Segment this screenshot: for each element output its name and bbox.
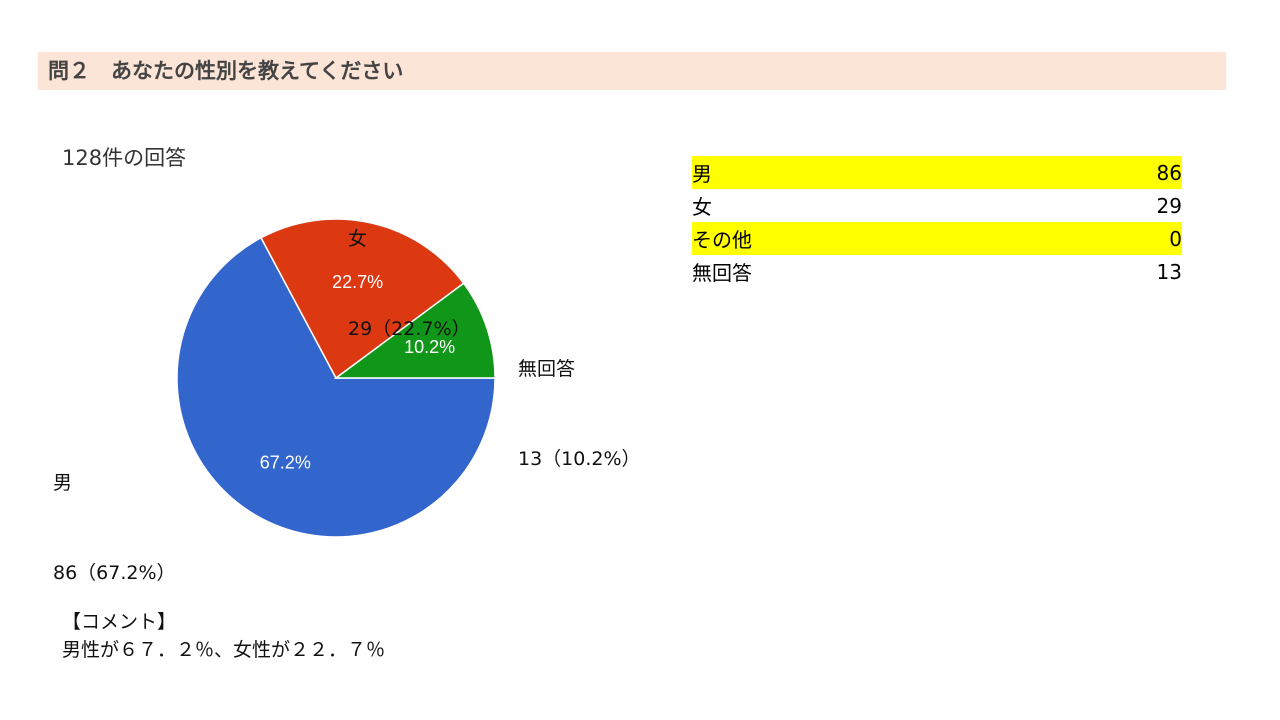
pie-pct-label: 22.7% (332, 272, 383, 292)
question-header: 問２ あなたの性別を教えてください (38, 52, 1226, 90)
table-row: 無回答 13 (692, 255, 1182, 288)
callout-noanswer-label: 無回答 (518, 358, 576, 380)
pie-chart: 67.2% 22.7% 10.2% (176, 218, 496, 538)
pie-pct-label: 67.2% (260, 453, 311, 473)
pie-pct-label: 10.2% (404, 337, 455, 357)
callout-male-value: 86（67.2%） (53, 562, 176, 584)
question-title: 問２ あなたの性別を教えてください (48, 59, 404, 83)
table-value: 86 (1156, 160, 1182, 185)
callout-male: 男 86（67.2%） (53, 408, 176, 618)
table-value: 0 (1169, 226, 1182, 251)
pie-slice-2 (333, 282, 496, 379)
comment-block: 【コメント】 男性が６７．２％、女性が２２．７％ (62, 608, 385, 664)
table-label: 無回答 (692, 261, 752, 285)
table-value: 29 (1156, 193, 1182, 218)
comment-text: 男性が６７．２％、女性が２２．７％ (62, 639, 386, 661)
table-label: 女 (692, 195, 712, 219)
table-value: 13 (1156, 259, 1182, 284)
table-label: その他 (692, 228, 752, 252)
table-row: 男 86 (692, 156, 1182, 189)
callout-female: 女 29（22.7%） (348, 164, 471, 374)
table-row: その他 0 (692, 222, 1182, 255)
callout-male-label: 男 (53, 472, 73, 494)
callout-noanswer-value: 13（10.2%） (518, 448, 641, 470)
chart-title: 128件の回答 (62, 146, 187, 170)
comment-heading: 【コメント】 (62, 611, 177, 633)
table-row: 女 29 (692, 189, 1182, 222)
pie-slice-1 (260, 218, 465, 380)
table-label: 男 (692, 162, 712, 186)
pie-slice-0 (176, 236, 496, 538)
summary-table: 男 86 女 29 その他 0 無回答 13 (692, 156, 1182, 288)
callout-female-label: 女 (348, 228, 368, 250)
callout-noanswer: 無回答 13（10.2%） (518, 294, 641, 504)
callout-female-value: 29（22.7%） (348, 318, 471, 340)
